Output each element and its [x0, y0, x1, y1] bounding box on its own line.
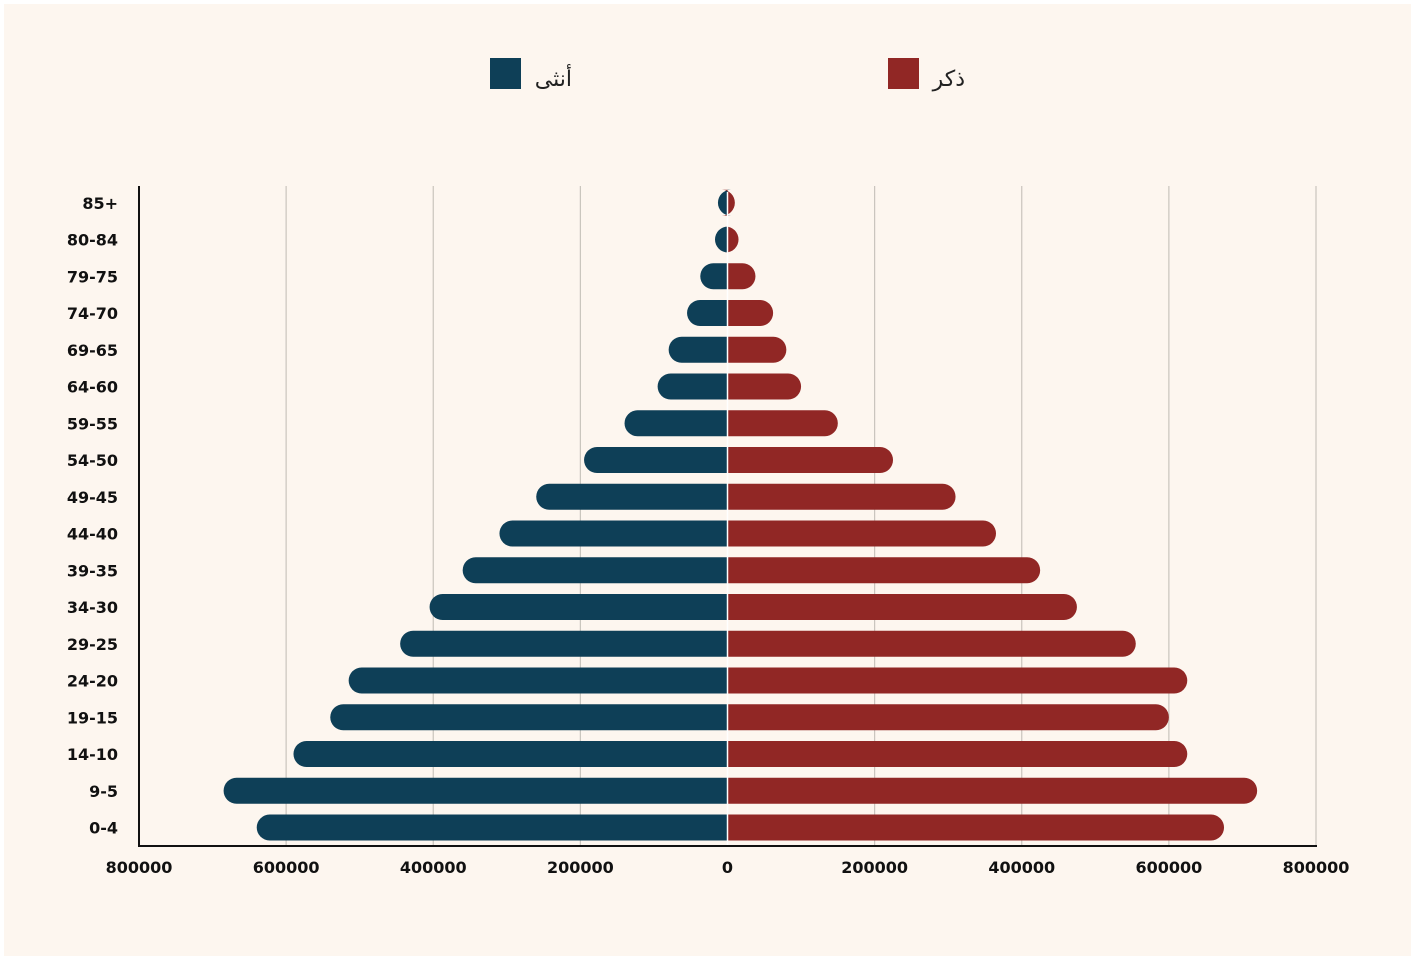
bar-female-0-4 [256, 814, 728, 841]
bar-male-85+ [721, 189, 735, 216]
y-category-label: 85+ [82, 194, 118, 213]
bar-female-34-30 [429, 594, 728, 620]
bar-female-74-70 [687, 300, 728, 326]
bar-female-44-40 [499, 520, 728, 547]
bar-female-85+ [717, 189, 731, 216]
bar-male-74-70 [727, 300, 774, 326]
bar-male-14-10 [727, 741, 1188, 768]
bar-male-24-20 [727, 667, 1188, 694]
y-category-label: 49-45 [67, 488, 118, 507]
population-pyramid-chart: أنثى ذكر 800000 600000 400000 200000 0 200000… [67, 58, 1350, 877]
bar-female-14-10 [293, 741, 728, 768]
x-tick-label: 400000 [400, 858, 467, 877]
y-category-label: 34-30 [67, 598, 118, 617]
y-category-label: 9-5 [89, 782, 118, 801]
bar-male-79-75 [727, 263, 756, 290]
x-tick-label: 600000 [253, 858, 320, 877]
x-tick-label: 0 [722, 858, 733, 877]
bar-male-34-30 [727, 594, 1077, 620]
bar-male-49-45 [727, 483, 956, 510]
x-tick-label: 200000 [841, 858, 908, 877]
bar-male-59-55 [727, 410, 838, 437]
axes [138, 186, 1317, 847]
bar-female-80-84 [714, 226, 728, 253]
y-category-label: 14-10 [67, 745, 118, 764]
y-category-label: 44-40 [67, 525, 118, 544]
y-category-label: 24-20 [67, 672, 118, 691]
bar-female-79-75 [700, 263, 728, 290]
bar-female-64-60 [657, 373, 728, 400]
legend: أنثى ذكر [490, 58, 965, 92]
bar-female-19-15 [330, 704, 728, 731]
gridlines [285, 186, 1317, 846]
x-tick-label: 800000 [1283, 858, 1350, 877]
y-category-label: 69-65 [67, 341, 118, 360]
bar-female-69-65 [668, 336, 728, 363]
y-category-label: 0-4 [89, 819, 118, 838]
x-tick-label: 600000 [1135, 858, 1202, 877]
bar-female-49-45 [536, 483, 728, 510]
legend-swatch-male [888, 58, 919, 89]
bar-male-44-40 [727, 520, 997, 547]
chart-canvas: أنثى ذكر 800000 600000 400000 200000 0 200000… [4, 4, 1411, 956]
x-axis-tick-labels: 800000 600000 400000 200000 0 200000 400000 600… [106, 858, 1350, 877]
y-category-label: 54-50 [67, 451, 118, 470]
bar-female-24-20 [348, 667, 728, 694]
x-tick-label: 400000 [988, 858, 1055, 877]
y-category-label: 80-84 [67, 231, 118, 250]
bar-male-64-60 [727, 373, 802, 400]
legend-swatch-female [490, 58, 521, 89]
bar-male-54-50 [727, 447, 894, 473]
bars [223, 189, 1258, 846]
bar-male-39-35 [727, 557, 1041, 584]
y-category-label: 74-70 [67, 304, 118, 323]
y-category-label: 39-35 [67, 561, 118, 580]
bar-male-80-84 [725, 226, 739, 253]
y-category-label: 29-25 [67, 635, 118, 654]
x-tick-label: 800000 [106, 858, 173, 877]
y-category-label: 79-75 [67, 267, 118, 286]
bar-female-29-25 [400, 630, 728, 657]
bar-female-59-55 [624, 410, 728, 437]
legend-label-male: ذكر [932, 67, 965, 92]
bar-male-0-4 [727, 814, 1225, 841]
bar-male-19-15 [727, 704, 1169, 731]
bar-female-54-50 [584, 447, 728, 473]
x-tick-label: 200000 [547, 858, 614, 877]
y-category-label: 19-15 [67, 708, 118, 727]
bar-male-9-5 [727, 777, 1258, 804]
legend-label-female: أنثى [535, 64, 572, 92]
y-category-label: 59-55 [67, 414, 118, 433]
bar-male-69-65 [727, 336, 787, 363]
bar-female-39-35 [462, 557, 728, 584]
bar-female-9-5 [223, 777, 728, 804]
y-axis-category-labels: 0-4 9-5 14-10 19-15 24-20 29-25 34-30 39-35 44-4… [67, 194, 118, 838]
y-category-label: 64-60 [67, 378, 118, 397]
bar-male-29-25 [727, 630, 1136, 657]
